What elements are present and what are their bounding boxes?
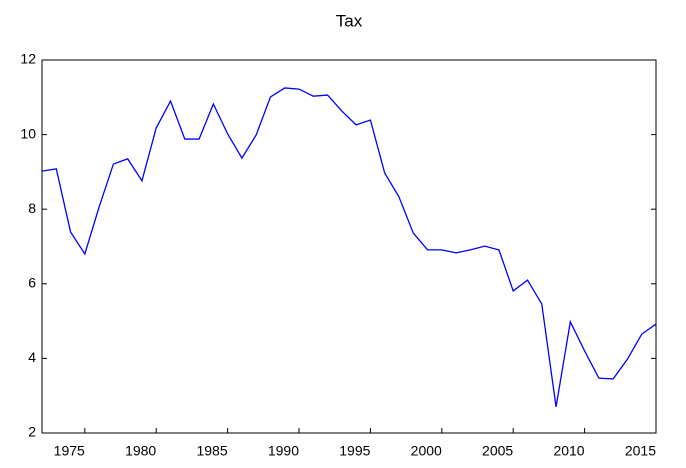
x-tick-label: 2010 xyxy=(553,443,584,459)
x-tick-label: 1990 xyxy=(268,443,299,459)
y-tick-label: 12 xyxy=(20,51,36,67)
series-line xyxy=(41,87,657,407)
x-tick-label: 2000 xyxy=(411,443,442,459)
x-tick-label: 1985 xyxy=(196,443,227,459)
y-tick-label: 8 xyxy=(28,200,36,216)
x-tick-label: 1975 xyxy=(54,443,85,459)
x-tick-label: 2005 xyxy=(482,443,513,459)
y-tick-label: 10 xyxy=(20,125,36,141)
x-tick-label: 2015 xyxy=(625,443,656,459)
plot-frame xyxy=(41,59,657,434)
x-tick-label: 1980 xyxy=(125,443,156,459)
y-tick-label: 4 xyxy=(28,349,36,365)
chart-title: Tax xyxy=(336,11,363,30)
y-tick-label: 6 xyxy=(28,275,36,291)
y-tick-label: 2 xyxy=(28,424,36,440)
x-tick-label: 1995 xyxy=(339,443,370,459)
